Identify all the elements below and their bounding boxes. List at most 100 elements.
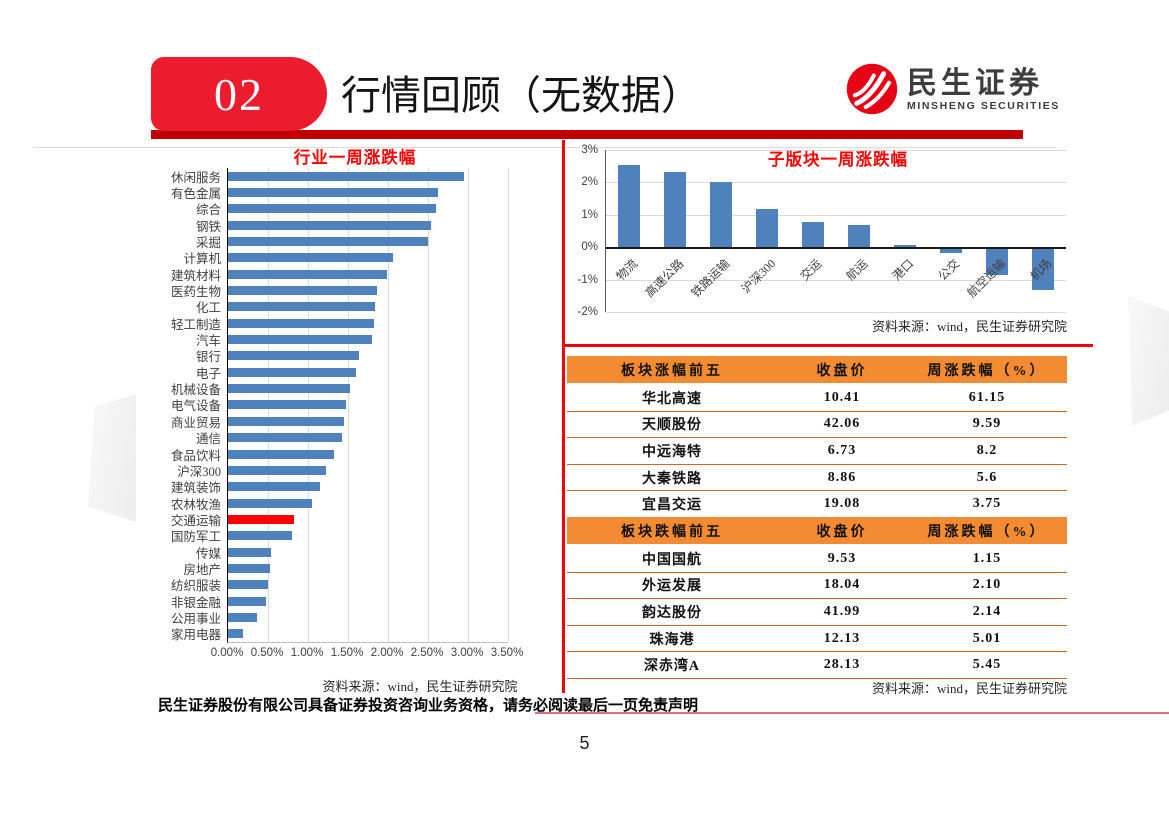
industry-row: 汽车 [196,331,508,348]
y-tick-label: 3% [581,144,598,156]
stock-value: 5.6 [976,469,998,485]
industry-category-label: 汽车 [195,334,221,349]
industry-bar [228,433,342,443]
gridline [508,168,509,642]
industry-bar [228,171,464,181]
stock-name: 外运发展 [642,579,702,595]
y-tick-label: -1% [577,273,598,286]
industry-row: 家用电器 [171,626,508,642]
industry-category-label: 医药生物 [170,285,221,300]
industry-row: 公用事业 [171,609,508,626]
industry-category-label: 家用电器 [170,628,221,643]
stock-value: 12.13 [823,630,861,646]
stock-value: 28.13 [823,657,861,673]
industry-row: 采掘 [196,233,508,250]
logo-name-en: MINSHENG SECURITIES [907,99,1060,112]
industry-bar [228,400,347,410]
table-row: 大秦铁路 8.86 5.6 [567,464,1067,492]
y-tick-label: 0% [581,241,598,254]
subsector-bar [802,221,824,248]
table-row: 珠海港 12.13 5.01 [567,625,1067,653]
industry-plot: 休闲服务 有色金属 综合 钢铁 采掘 计算机 建筑材料 医药生物 化工 轻工制造 汽车 银行 电子 机械设… [171,168,509,643]
x-tick-label: 1.00% [290,647,324,659]
industry-bar [228,286,377,296]
table-row: 深赤湾A 28.13 5.45 [567,652,1067,679]
subsector-bar [940,247,962,254]
industry-bar [228,335,372,345]
subsector-weekly-chart: 子版块一周涨跌幅 3% 2% 1% 0% -1% -2% 物流 高速公路 铁路运输 沪深300 交运… [573,142,1073,348]
industry-bar [228,629,244,639]
industry-bar [228,188,438,198]
table-header-cell: 周涨跌幅（%） [927,363,1047,379]
company-logo: 民生证券 MINSHENG SECURITIES [845,62,1060,116]
industry-category-label: 沪深300 [177,464,221,479]
industry-row: 医药生物 [171,282,508,299]
industry-row: 食品饮料 [171,446,508,463]
gridline [468,168,469,642]
industry-weekly-chart: 行业一周涨跌幅 休闲服务 有色金属 综合 钢铁 采掘 计算机 建筑材料 医药生物 化工 轻工制造汽… [160,144,523,665]
vertical-red-separator [562,140,565,693]
stock-value: 18.04 [823,577,861,593]
table-header-row: 板块涨幅前五 收盘价 周涨跌幅（%） [567,356,1067,385]
stock-value: 10.41 [823,389,861,405]
table-row: 宜昌交运 19.08 3.75 [567,491,1067,518]
table-header-cell: 板块跌幅前五 [621,524,723,540]
section-number-badge: 02 [151,57,327,131]
gridline [428,168,429,642]
industry-category-label: 国防军工 [170,530,221,545]
industry-category-label: 综合 [195,203,221,218]
stock-value: 1.15 [972,550,1002,566]
x-tick-label: 3.50% [490,647,524,659]
industry-row: 通信 [196,430,508,446]
industry-bar [228,204,436,214]
section-number: 02 [214,68,264,120]
stock-value: 9.59 [972,416,1002,432]
logo-name-cn: 民生证券 [907,66,1043,100]
industry-bar [228,449,334,459]
industry-row: 传媒 [196,544,508,561]
x-tick-label: 2.50% [410,647,444,659]
stock-table-0: 板块涨幅前五 收盘价 周涨跌幅（%） 华北高速 10.41 61.15 天顺股份 42.06 9… [567,356,1067,518]
stock-name: 华北高速 [642,391,702,407]
subsector-bar [664,171,686,248]
gridline [606,182,1066,184]
stock-value: 42.06 [823,416,861,432]
industry-chart-source: 资料来源：wind，民生证券研究院 [322,679,518,694]
industry-category-label: 化工 [195,301,221,316]
industry-bar [228,351,360,361]
gridline [606,312,1066,313]
industry-row: 房地产 [183,560,508,577]
logo-text: 民生证券 MINSHENG SECURITIES [907,67,1060,112]
industry-category-label: 通信 [195,432,221,447]
stock-value: 2.10 [972,577,1002,593]
gridline [606,279,1066,281]
subsector-category-label: 铁路运输 [688,256,733,301]
page-number: 5 [579,733,590,753]
industry-category-label: 机械设备 [170,383,221,398]
stock-value: 41.99 [823,603,861,619]
table-header-cell: 周涨跌幅（%） [927,524,1047,540]
watermark-shape-left [88,394,136,522]
stock-name: 宜昌交运 [642,498,702,514]
subsector-bar [710,182,732,248]
industry-bar [228,482,320,492]
industry-bar [228,416,344,426]
gridline [606,150,1066,151]
industry-bar [228,580,268,590]
x-tick-label: 0.50% [250,647,284,659]
table-row: 中远海特 6.73 8.2 [567,438,1067,465]
industry-bar [228,302,376,312]
stock-value: 3.75 [972,496,1002,512]
y-tick-label: 1% [581,208,598,221]
stock-name: 天顺股份 [642,418,702,434]
y-tick-label: -2% [577,306,598,318]
subsector-bar [1032,247,1054,291]
industry-row: 电子 [196,364,508,381]
gridline [388,168,389,642]
industry-bar [228,563,270,573]
industry-category-label: 农林牧渔 [170,497,221,512]
industry-bar [228,612,257,622]
disclaimer-text: 民生证券股份有限公司具备证券投资咨询业务资格，请务必阅读最后一页免责声明 [158,697,699,714]
stock-name: 中远海特 [642,444,702,460]
page-title: 行情回顾（无数据） [341,73,701,118]
